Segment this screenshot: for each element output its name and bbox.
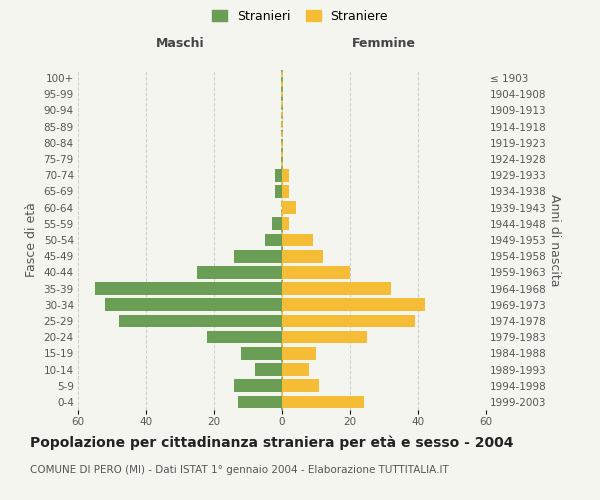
Bar (282, 347, 316, 360)
Bar (275, 169, 282, 181)
Bar (282, 363, 309, 376)
Bar (95, 282, 282, 295)
Bar (282, 169, 289, 181)
Bar (282, 266, 350, 278)
Bar (282, 314, 415, 328)
Bar (235, 380, 282, 392)
Text: Femmine: Femmine (352, 37, 416, 50)
Bar (197, 266, 282, 278)
Bar (282, 298, 425, 311)
Bar (265, 234, 282, 246)
Legend: Stranieri, Straniere: Stranieri, Straniere (208, 6, 392, 26)
Bar (282, 380, 319, 392)
Text: COMUNE DI PERO (MI) - Dati ISTAT 1° gennaio 2004 - Elaborazione TUTTITALIA.IT: COMUNE DI PERO (MI) - Dati ISTAT 1° genn… (30, 465, 449, 475)
Bar (282, 234, 313, 246)
Bar (255, 363, 282, 376)
Bar (282, 218, 289, 230)
Bar (241, 347, 282, 360)
Bar (282, 185, 289, 198)
Y-axis label: Anni di nascita: Anni di nascita (548, 194, 561, 286)
Text: Maschi: Maschi (155, 37, 205, 50)
Y-axis label: Fasce di età: Fasce di età (25, 202, 38, 278)
Bar (105, 298, 282, 311)
Bar (207, 331, 282, 344)
Bar (238, 396, 282, 408)
Bar (275, 185, 282, 198)
Bar (282, 282, 391, 295)
Text: Popolazione per cittadinanza straniera per età e sesso - 2004: Popolazione per cittadinanza straniera p… (30, 435, 514, 450)
Bar (282, 396, 364, 408)
Bar (282, 202, 296, 214)
Bar (272, 218, 282, 230)
Bar (235, 250, 282, 262)
Bar (282, 250, 323, 262)
Bar (119, 314, 282, 328)
Bar (282, 331, 367, 344)
